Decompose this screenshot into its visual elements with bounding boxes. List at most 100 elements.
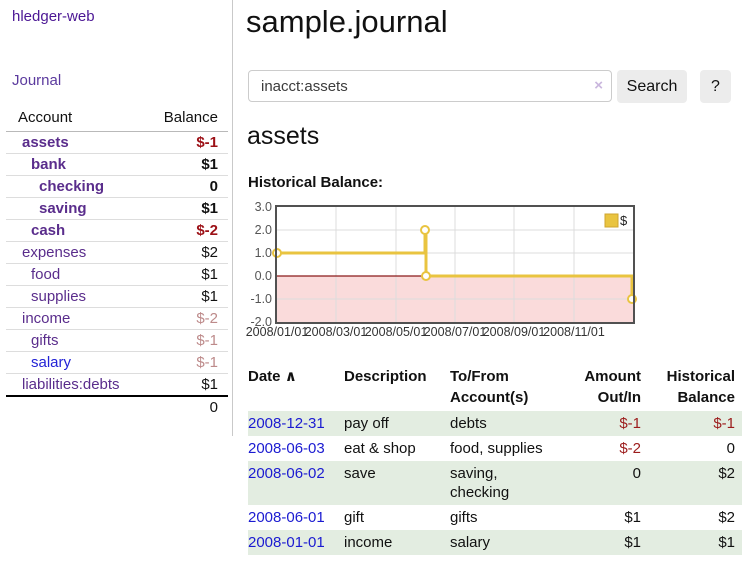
- accounts-header-row: Account Balance: [6, 106, 228, 132]
- svg-text:2008/09/01: 2008/09/01: [483, 325, 546, 339]
- svg-text:0.0: 0.0: [255, 269, 272, 283]
- sidebar-item-journal[interactable]: Journal: [12, 72, 62, 89]
- account-link-gifts[interactable]: gifts: [31, 332, 59, 349]
- account-balance: $-1: [196, 134, 218, 151]
- register-header-amount: Amount Out/In: [584, 368, 641, 406]
- account-link-bank[interactable]: bank: [31, 156, 67, 173]
- transaction-amount: $-1: [567, 411, 645, 436]
- chart-x-axis: 2008/01/01 2008/03/01 2008/05/01 2008/07…: [246, 325, 605, 339]
- account-row: supplies $1: [6, 285, 228, 308]
- register-table: Date ∧ Description To/From Account(s) Am…: [248, 362, 742, 555]
- transaction-amount: $-2: [619, 440, 641, 457]
- accounts-header-balance: Balance: [147, 106, 228, 132]
- transaction-balance: $2: [718, 509, 735, 526]
- transaction-balance: $-1: [645, 411, 742, 436]
- chart-legend: $: [604, 213, 628, 228]
- account-balance: $-2: [147, 307, 228, 330]
- account-heading: assets: [247, 122, 320, 150]
- transaction-amount: 0: [567, 461, 645, 505]
- transaction-balance: 0: [726, 440, 735, 457]
- transaction-amount: $1: [567, 530, 645, 555]
- svg-text:-1.0: -1.0: [250, 292, 272, 306]
- account-link-assets[interactable]: assets: [22, 134, 69, 151]
- transaction-description: pay off: [344, 411, 450, 436]
- register-header-description: Description: [344, 368, 427, 385]
- account-link-expenses[interactable]: expenses: [22, 244, 87, 261]
- register-header-date[interactable]: Date ∧: [248, 368, 297, 385]
- account-row: checking 0: [6, 175, 228, 198]
- register-header-row: Date ∧ Description To/From Account(s) Am…: [248, 362, 742, 411]
- account-row: cash $-2: [6, 219, 228, 242]
- account-balance: $1: [147, 285, 228, 308]
- transaction-date-link[interactable]: 2008-12-31: [248, 415, 325, 432]
- svg-text:2008/07/01: 2008/07/01: [424, 325, 487, 339]
- account-row: income $-2: [6, 307, 228, 330]
- account-link-supplies[interactable]: supplies: [31, 288, 87, 305]
- account-link-food[interactable]: food: [31, 266, 61, 283]
- account-balance: $1: [147, 197, 228, 220]
- account-balance: $1: [147, 373, 228, 396]
- register-row: 2008-06-01 gift gifts $1 $2: [248, 505, 742, 530]
- legend-swatch: [604, 213, 619, 228]
- svg-text:2.0: 2.0: [255, 223, 272, 237]
- legend-label: $: [620, 213, 628, 228]
- sort-asc-icon: ∧: [284, 368, 297, 385]
- chart-y-axis: 3.0 2.0 1.0 0.0 -1.0 -2.0: [250, 200, 272, 329]
- svg-text:2008/11/01: 2008/11/01: [543, 325, 605, 339]
- transaction-accounts: food, supplies: [450, 440, 543, 457]
- transaction-date-link[interactable]: 2008-06-03: [248, 440, 325, 457]
- app-title-link[interactable]: hledger-web: [12, 8, 95, 25]
- transaction-accounts: salary: [450, 530, 567, 555]
- account-link-liabilities-debts[interactable]: liabilities:debts: [22, 376, 120, 393]
- transaction-amount: $1: [624, 509, 641, 526]
- transaction-balance: $1: [645, 530, 742, 555]
- svg-text:2008/03/01: 2008/03/01: [305, 325, 368, 339]
- search-field-wrap: ×: [248, 70, 612, 102]
- search-button[interactable]: Search: [617, 70, 687, 103]
- account-balance: $-2: [147, 219, 228, 242]
- svg-text:3.0: 3.0: [255, 200, 272, 214]
- transaction-accounts: saving, checking: [450, 461, 567, 505]
- register-header-accounts: To/From Account(s): [450, 368, 529, 406]
- svg-text:1.0: 1.0: [255, 246, 272, 260]
- register-row: 2008-01-01 income salary $1 $1: [248, 530, 742, 555]
- svg-text:2008/05/01: 2008/05/01: [365, 325, 428, 339]
- transaction-description: eat & shop: [344, 440, 416, 457]
- account-link-checking[interactable]: checking: [39, 178, 105, 195]
- account-row: expenses $2: [6, 241, 228, 264]
- clear-search-icon[interactable]: ×: [594, 77, 603, 94]
- account-link-salary[interactable]: salary: [31, 354, 72, 371]
- account-balance: $2: [147, 241, 228, 264]
- transaction-accounts: debts: [450, 411, 567, 436]
- account-row: saving $1: [6, 197, 228, 220]
- account-link-saving[interactable]: saving: [39, 200, 87, 217]
- account-row: food $1: [6, 263, 228, 286]
- transaction-description: income: [344, 530, 450, 555]
- chart-border: [275, 205, 635, 324]
- search-input[interactable]: [248, 70, 612, 102]
- svg-text:-2.0: -2.0: [250, 315, 272, 329]
- accounts-total-spacer: [6, 395, 148, 418]
- transaction-date-link[interactable]: 2008-06-01: [248, 509, 325, 526]
- accounts-total-value: 0: [147, 395, 228, 418]
- register-header-balance: Historical Balance: [666, 368, 735, 406]
- account-balance: $-1: [147, 329, 228, 352]
- account-row: liabilities:debts $1: [6, 373, 228, 396]
- help-button[interactable]: ?: [700, 70, 731, 103]
- account-link-income[interactable]: income: [22, 310, 71, 327]
- account-balance: 0: [147, 175, 228, 198]
- register-row: 2008-06-02 save saving, checking 0 $2: [248, 461, 742, 505]
- transaction-balance: $2: [645, 461, 742, 505]
- account-link-cash[interactable]: cash: [31, 222, 66, 239]
- transaction-description: save: [344, 461, 450, 505]
- transaction-accounts: gifts: [450, 509, 478, 526]
- register-row: 2008-12-31 pay off debts $-1 $-1: [248, 411, 742, 436]
- accounts-table: Account Balance assets $-1 bank $1 check…: [6, 106, 228, 418]
- transaction-date-link[interactable]: 2008-01-01: [248, 534, 325, 551]
- transaction-date-link[interactable]: 2008-06-02: [248, 465, 325, 482]
- account-row: salary $-1: [6, 351, 228, 374]
- svg-text:2008/01/01: 2008/01/01: [246, 325, 309, 339]
- accounts-header-account: Account: [6, 106, 148, 132]
- account-balance: $-1: [147, 351, 228, 374]
- account-balance: $1: [147, 153, 228, 176]
